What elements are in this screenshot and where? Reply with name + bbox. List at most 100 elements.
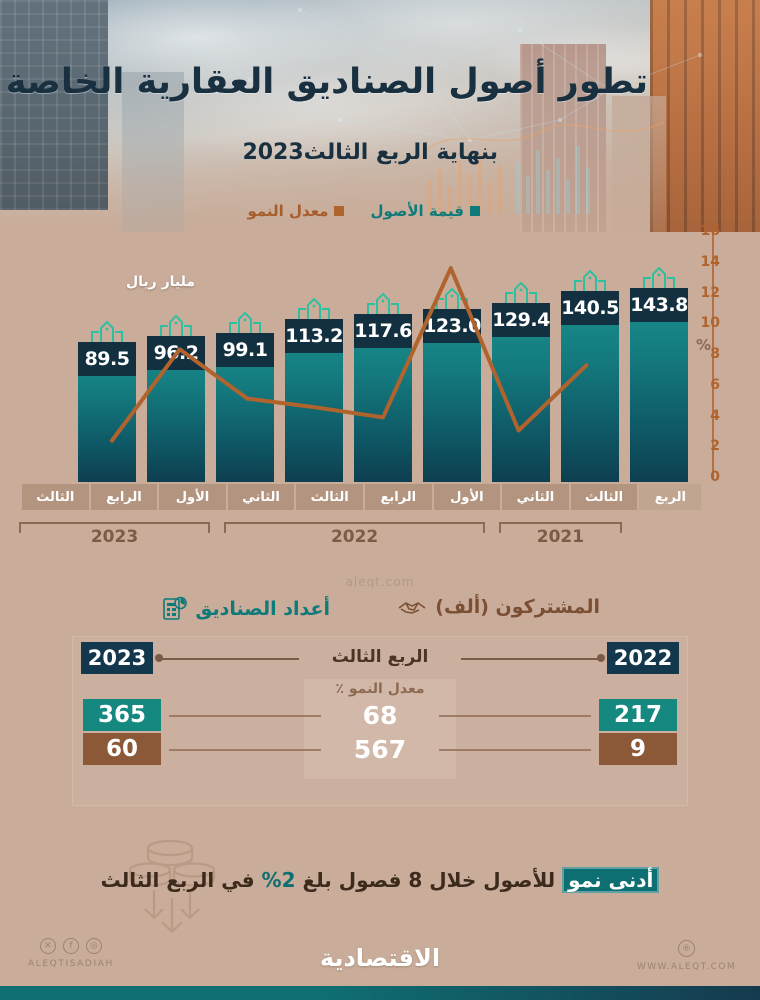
right-axis-tick: 4: [710, 407, 720, 424]
building-icon: [505, 281, 537, 303]
table-row: 217 68 365: [73, 699, 687, 731]
comparison-quarter-label: الربع الثالث: [331, 647, 429, 667]
facebook-icon[interactable]: f: [62, 938, 79, 954]
row2-line-left: [169, 749, 321, 751]
connector-line-left: [159, 658, 299, 660]
x-axis-quarter-cell: الثاني: [227, 484, 295, 510]
section-label-funds: أعداد الصناديق: [195, 598, 330, 620]
growth-column-band: [304, 679, 456, 779]
x-icon[interactable]: ✕: [39, 938, 56, 954]
callout-percent: %: [261, 868, 282, 892]
callout-text-after: في الربع الثالث: [100, 868, 255, 892]
right-axis-unit-label: %: [696, 336, 712, 354]
section-label-subscribers: المشتركون (ألف): [435, 596, 600, 618]
coins-down-arrow-icon: [128, 839, 216, 933]
bar-column: 96.2: [147, 232, 205, 482]
footer: ◎ f ✕ ALEQTISADIAH الاقتصادية ® WWW.ALEQ…: [0, 928, 760, 1000]
x-axis-quarter-cell: الثاني: [502, 484, 569, 510]
year-bracket: 2021: [498, 522, 622, 548]
building-icon: [574, 269, 606, 291]
footer-social-icons: ◎ f ✕: [28, 938, 114, 954]
subscribers-2023-value: 60: [83, 733, 161, 765]
building-left-dark: [0, 0, 108, 210]
section-header-subscribers: المشتركون (ألف): [397, 596, 600, 618]
footer-color-bar: [0, 986, 760, 1000]
page-title: تطور أصول الصناديق العقارية الخاصة: [5, 62, 648, 102]
row2-line-right: [439, 749, 591, 751]
funds-growth-value: 68: [362, 700, 398, 730]
bar-value-label: 129.4: [492, 303, 550, 337]
bar-plot: 89.5 96.2 99.1 113.2 117.6 123.0 129.4 140.5 143…: [78, 232, 688, 482]
legend-swatch-growth-icon: [334, 206, 345, 216]
bar-column: 129.4: [492, 232, 550, 482]
connector-dot-left: [155, 654, 163, 662]
x-axis-quarter-cell: الأول: [433, 484, 501, 510]
legend-item-growth: معدل النمو: [247, 202, 345, 220]
x-axis-quarter-cell: الرابع: [364, 484, 432, 510]
hero-banner: تطور أصول الصناديق العقارية الخاصة بنهاي…: [0, 0, 760, 232]
bar-value-label: 96.2: [147, 336, 205, 370]
badge-year-2022: 2022: [607, 642, 679, 674]
building-mid-c: [612, 96, 666, 232]
building-icon: [643, 266, 675, 288]
year-bracket-line: [498, 522, 622, 533]
building-icon: [298, 297, 330, 319]
bar-column: 143.8: [630, 232, 688, 482]
callout-value: 2: [281, 868, 296, 892]
chart-legend: قيمة الأصول معدل النمو: [247, 202, 480, 220]
right-axis-tick: 8: [710, 346, 720, 362]
registered-mark-icon: ®: [677, 940, 695, 957]
x-axis-quarter-cell: الأول: [159, 484, 226, 510]
report-chart-icon: [163, 596, 188, 620]
site-watermark: aleqt.com: [345, 575, 415, 589]
bar-value-label: 123.0: [423, 309, 481, 343]
bar-value-label: 140.5: [561, 291, 619, 325]
bar-column: 89.5: [78, 232, 136, 482]
year-bracket: 2023: [18, 522, 211, 548]
chart-area: مليار ريال 89.5 96.2 99.1 113.2 117.6 123.0 12…: [0, 223, 760, 562]
legend-label-growth: معدل النمو: [247, 202, 329, 220]
building-right-orange: [650, 0, 760, 232]
x-axis-quarter-cell: الثالث: [22, 484, 89, 510]
asset-bar: 140.5: [561, 269, 619, 482]
right-axis-tick: 6: [710, 376, 720, 393]
year-label: 2021: [528, 527, 593, 547]
bar-value-label: 143.8: [630, 288, 688, 322]
asset-bar: 123.0: [423, 287, 481, 482]
building-icon: [229, 311, 261, 333]
legend-item-assets: قيمة الأصول: [370, 202, 480, 220]
year-label: 2022: [322, 527, 387, 547]
right-axis-tick: 16: [700, 223, 720, 239]
footer-url-block: ® WWW.ALEQT.COM: [637, 940, 736, 972]
funds-2022-value: 217: [599, 699, 677, 731]
right-axis-tick: 12: [700, 284, 720, 301]
year-bracket: 2022: [224, 522, 485, 548]
building-icon: [91, 320, 123, 342]
section-header-funds: أعداد الصناديق: [163, 596, 330, 622]
asset-bar: 129.4: [492, 281, 550, 482]
funds-2023-value: 365: [83, 699, 161, 731]
legend-label-assets: قيمة الأصول: [370, 202, 464, 220]
year-bracket-line: [224, 522, 485, 533]
building-mid-a: [122, 72, 184, 232]
callout-highlight: أدنى نمو: [562, 867, 660, 893]
bar-value-label: 89.5: [78, 342, 136, 376]
year-label: 2023: [82, 527, 147, 547]
bar-column: 140.5: [561, 232, 619, 482]
row1-line-right: [439, 715, 591, 717]
instagram-icon[interactable]: ◎: [85, 938, 102, 954]
table-row: 9 567 60: [73, 733, 687, 765]
callout-text-before: للأصول خلال 8 فصول بلغ: [302, 868, 556, 892]
asset-bar: 113.2: [285, 297, 343, 482]
x-axis-year-row: 2021 2022 2023: [18, 522, 688, 560]
badge-year-2023: 2023: [81, 642, 153, 674]
callout-section: أدنى نمو للأصول خلال 8 فصول بلغ 2% في ال…: [0, 838, 760, 933]
right-axis-line: [712, 232, 714, 478]
building-icon: [436, 287, 468, 309]
bar-column: 99.1: [216, 232, 274, 482]
building-mid-b: [520, 44, 606, 232]
stock-chart-decoration: [425, 121, 665, 214]
footer-url: WWW.ALEQT.COM: [636, 962, 736, 972]
bar-value-label: 113.2: [285, 319, 343, 353]
